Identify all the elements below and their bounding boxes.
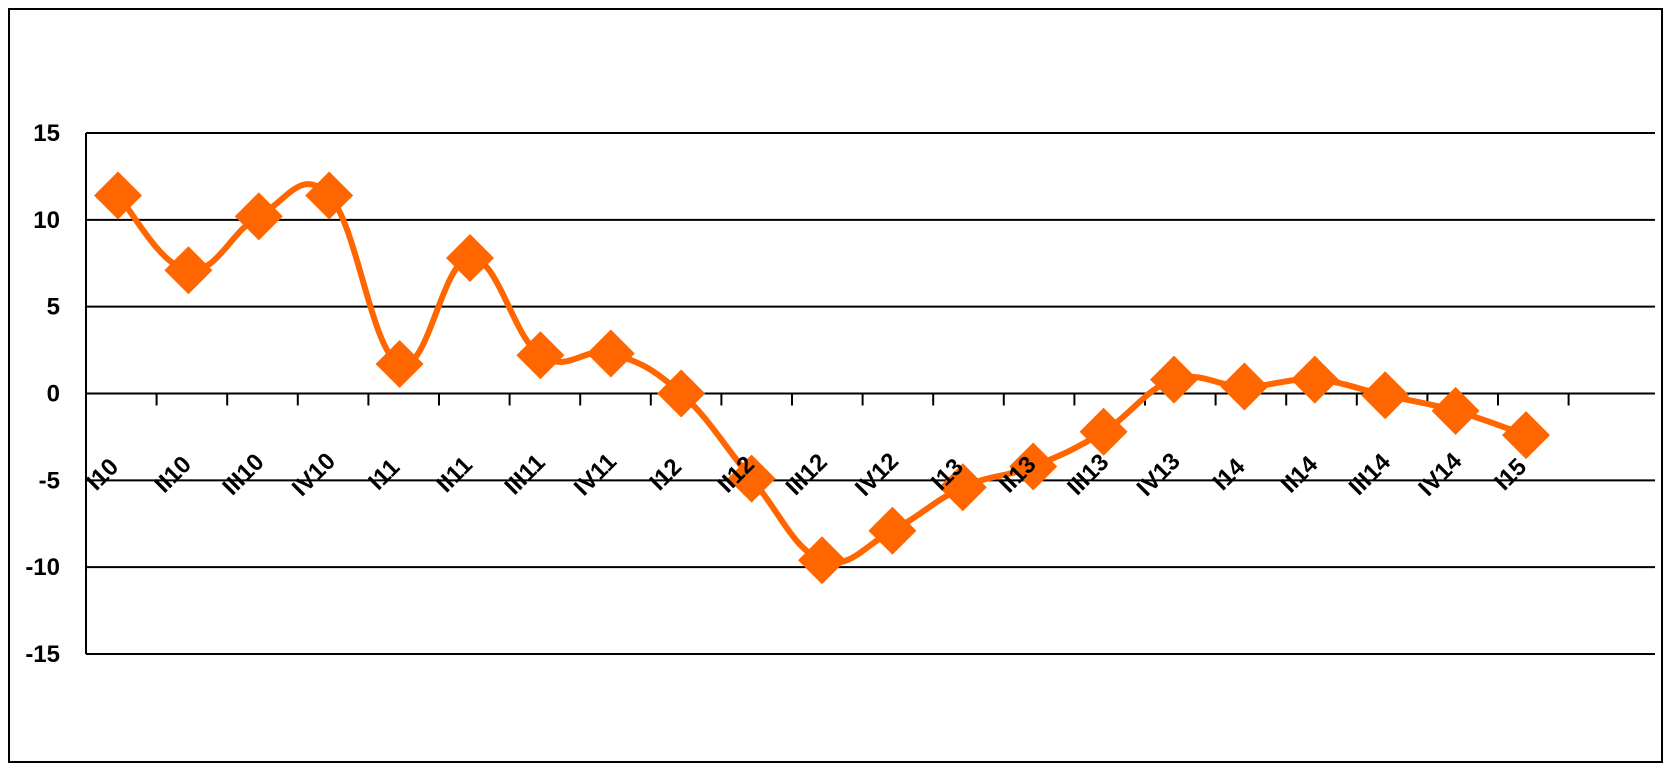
data-point-II12 [727,454,776,503]
x-tick-label: II10 [149,451,196,498]
x-tick-label: IV13 [1132,448,1186,502]
x-tick-label: III11 [500,449,551,500]
data-point-IV13 [1150,355,1198,404]
x-tick-label: I14 [1208,453,1251,496]
y-tick-label: 5 [47,294,60,321]
data-point-I15 [1502,411,1550,460]
x-tick-label: I12 [645,453,688,496]
data-point-I11 [375,339,424,388]
data-point-I10 [94,171,142,220]
data-point-II14 [1290,355,1339,404]
y-tick-label: -15 [25,641,60,668]
data-point-III11 [516,331,565,380]
x-tick-label: IV11 [569,448,622,501]
data-point-IV11 [586,329,635,378]
x-tick-label: I15 [1489,453,1532,496]
x-tick-label: III13 [1062,449,1114,501]
y-tick-label: 15 [33,120,60,147]
y-tick-label: -5 [39,467,60,494]
x-ticks [85,393,1570,406]
x-tick-label: I10 [81,453,124,496]
y-tick-label: 10 [33,207,60,234]
data-point-IV12 [868,506,917,555]
series-layer [94,171,1550,585]
y-tick-label: -10 [25,554,60,581]
data-point-I14 [1220,362,1269,411]
data-point-IV14 [1431,386,1480,435]
x-tick-label: III10 [217,449,269,501]
data-point-II11 [446,234,494,283]
x-tick-label: IV12 [850,448,904,502]
x-tick-label: III14 [1344,448,1397,501]
gridlines [86,132,1655,655]
data-point-III12 [798,536,846,585]
x-tick-label: I11 [363,454,405,496]
x-tick-label: IV10 [287,448,341,502]
x-tick-label: II11 [431,451,477,497]
data-point-II10 [164,246,213,295]
data-point-IV10 [305,171,354,220]
y-tick-label: 0 [47,381,60,408]
y-tick-labels: 15 10 5 0 -5 -10 -15 [25,120,60,668]
data-point-II13 [1009,442,1058,491]
data-point-III10 [234,192,283,241]
x-tick-labels: I10 II10 III10 IV10 I11 II11 III11 IV11 I12 II12 I… [81,447,1532,501]
x-tick-label: IV14 [1413,447,1467,501]
x-tick-label: II14 [1276,451,1324,499]
data-point-III13 [1079,407,1128,456]
data-point-III14 [1361,371,1410,420]
data-point-I12 [657,369,706,418]
data-point-I13 [938,463,987,512]
x-tick-label: III12 [781,449,833,501]
